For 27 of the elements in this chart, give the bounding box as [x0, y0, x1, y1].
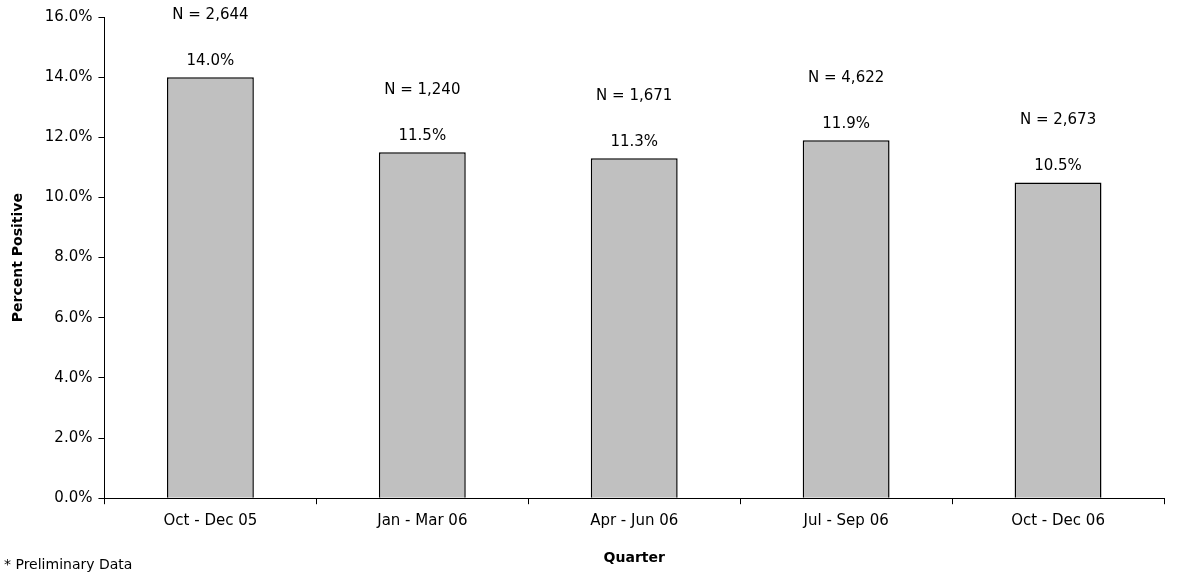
x-tick-label: Oct - Dec 05	[163, 511, 258, 530]
y-tick-label: 14.0%	[44, 67, 93, 86]
y-tick-label: 0.0%	[54, 488, 93, 507]
annotation: N = 2,644	[172, 5, 249, 24]
annotation: N = 1,240	[384, 80, 461, 99]
y-tick-label: 4.0%	[54, 367, 93, 386]
x-tick-label: Apr - Jun 06	[590, 511, 679, 530]
text: * Preliminary Data	[4, 555, 133, 572]
data-label: 11.9%	[822, 113, 870, 132]
y-tick-label: 8.0%	[54, 247, 93, 266]
y-axis-title: Percent Positive	[9, 193, 26, 323]
data-label: 10.5%	[1034, 155, 1082, 174]
data-label: 11.5%	[398, 125, 447, 144]
y-tick-label: 12.0%	[44, 127, 93, 146]
annotation: N = 4,622	[807, 68, 885, 87]
x-tick-label: Oct - Dec 06	[1011, 511, 1105, 530]
x-axis-title: Quarter	[603, 549, 665, 566]
data-label: 11.3%	[610, 131, 659, 150]
data-label: 14.0%	[186, 50, 235, 69]
y-tick-label: 16.0%	[44, 6, 93, 25]
annotation: N = 2,673	[1019, 110, 1097, 129]
y-tick-label: 2.0%	[54, 427, 93, 446]
y-tick-label: 10.0%	[44, 187, 93, 206]
x-tick-label: Jan - Mar 06	[376, 511, 468, 530]
x-tick-label: Jul - Sep 06	[802, 511, 889, 530]
y-tick-label: 6.0%	[54, 307, 93, 326]
annotation: N = 1,671	[596, 86, 673, 105]
